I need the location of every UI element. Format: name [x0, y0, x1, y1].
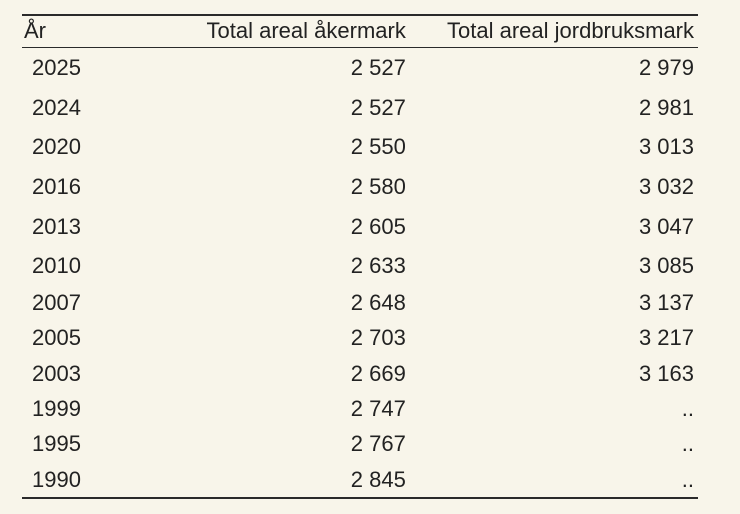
table-row: 1995 2 767 ..	[22, 426, 698, 462]
table-row: 2025 2 527 2 979	[22, 47, 698, 88]
cell-year: 2005	[32, 325, 81, 350]
cell-year: 2020	[32, 134, 81, 159]
table-row: 2003 2 669 3 163	[22, 356, 698, 391]
cell-year: 1999	[32, 395, 81, 421]
table-row: 2020 2 550 3 013	[22, 127, 698, 167]
cell-akermark: 2 527	[350, 94, 406, 120]
cell-jordbruksmark: 3 047	[638, 213, 694, 239]
cell-akermark: 2 648	[350, 289, 406, 315]
cell-year: 2010	[32, 252, 81, 278]
cell-jordbruksmark: ..	[681, 431, 694, 456]
cell-jordbruksmark: 3 032	[638, 174, 694, 199]
cell-akermark: 2 767	[350, 431, 406, 456]
column-header-year: År	[22, 14, 176, 48]
column-header-jordbruksmark: Total areal jordbruksmark	[409, 14, 698, 48]
cell-jordbruksmark: 2 979	[638, 54, 694, 80]
cell-year: 2013	[32, 213, 81, 239]
column-header-akermark: Total areal åkermark	[176, 14, 410, 48]
cell-akermark: 2 550	[350, 134, 406, 159]
cell-akermark: 2 580	[350, 174, 406, 199]
cell-jordbruksmark: ..	[681, 395, 694, 421]
cell-jordbruksmark: 3 163	[638, 360, 694, 386]
cell-year: 2016	[32, 174, 81, 199]
cell-akermark: 2 633	[350, 252, 406, 278]
cell-jordbruksmark: 3 013	[638, 134, 694, 159]
cell-akermark: 2 669	[350, 360, 406, 386]
cell-year: 2025	[32, 54, 81, 80]
table-row: 2005 2 703 3 217	[22, 320, 698, 356]
cell-akermark: 2 747	[350, 395, 406, 421]
cell-akermark: 2 605	[350, 213, 406, 239]
table-row: 1990 2 845 ..	[22, 462, 698, 499]
cell-jordbruksmark: ..	[409, 462, 698, 499]
table-header-row: År Total areal åkermark Total areal jord…	[22, 14, 698, 48]
cell-akermark: 2 527	[350, 54, 406, 80]
cell-year: 1995	[32, 431, 81, 456]
data-table: År Total areal åkermark Total areal jord…	[22, 14, 698, 499]
table-row: 2007 2 648 3 137	[22, 285, 698, 320]
table-row: 2024 2 527 2 981	[22, 88, 698, 127]
cell-akermark: 2 703	[350, 325, 406, 350]
cell-year: 1990	[22, 462, 176, 499]
cell-jordbruksmark: 3 085	[638, 252, 694, 278]
cell-year: 2007	[32, 289, 81, 315]
cell-year: 2024	[32, 94, 81, 120]
cell-year: 2003	[32, 360, 81, 386]
table-row: 2013 2 605 3 047	[22, 207, 698, 246]
cell-jordbruksmark: 2 981	[638, 94, 694, 120]
table-row: 2010 2 633 3 085	[22, 246, 698, 285]
table-row: 2016 2 580 3 032	[22, 167, 698, 207]
table-row: 1999 2 747 ..	[22, 391, 698, 426]
cell-jordbruksmark: 3 137	[638, 289, 694, 315]
table-body: 2025 2 527 2 979 2024 2 527 2 981 2020 2…	[22, 47, 698, 499]
cell-jordbruksmark: 3 217	[638, 325, 694, 350]
cell-akermark: 2 845	[176, 462, 410, 499]
